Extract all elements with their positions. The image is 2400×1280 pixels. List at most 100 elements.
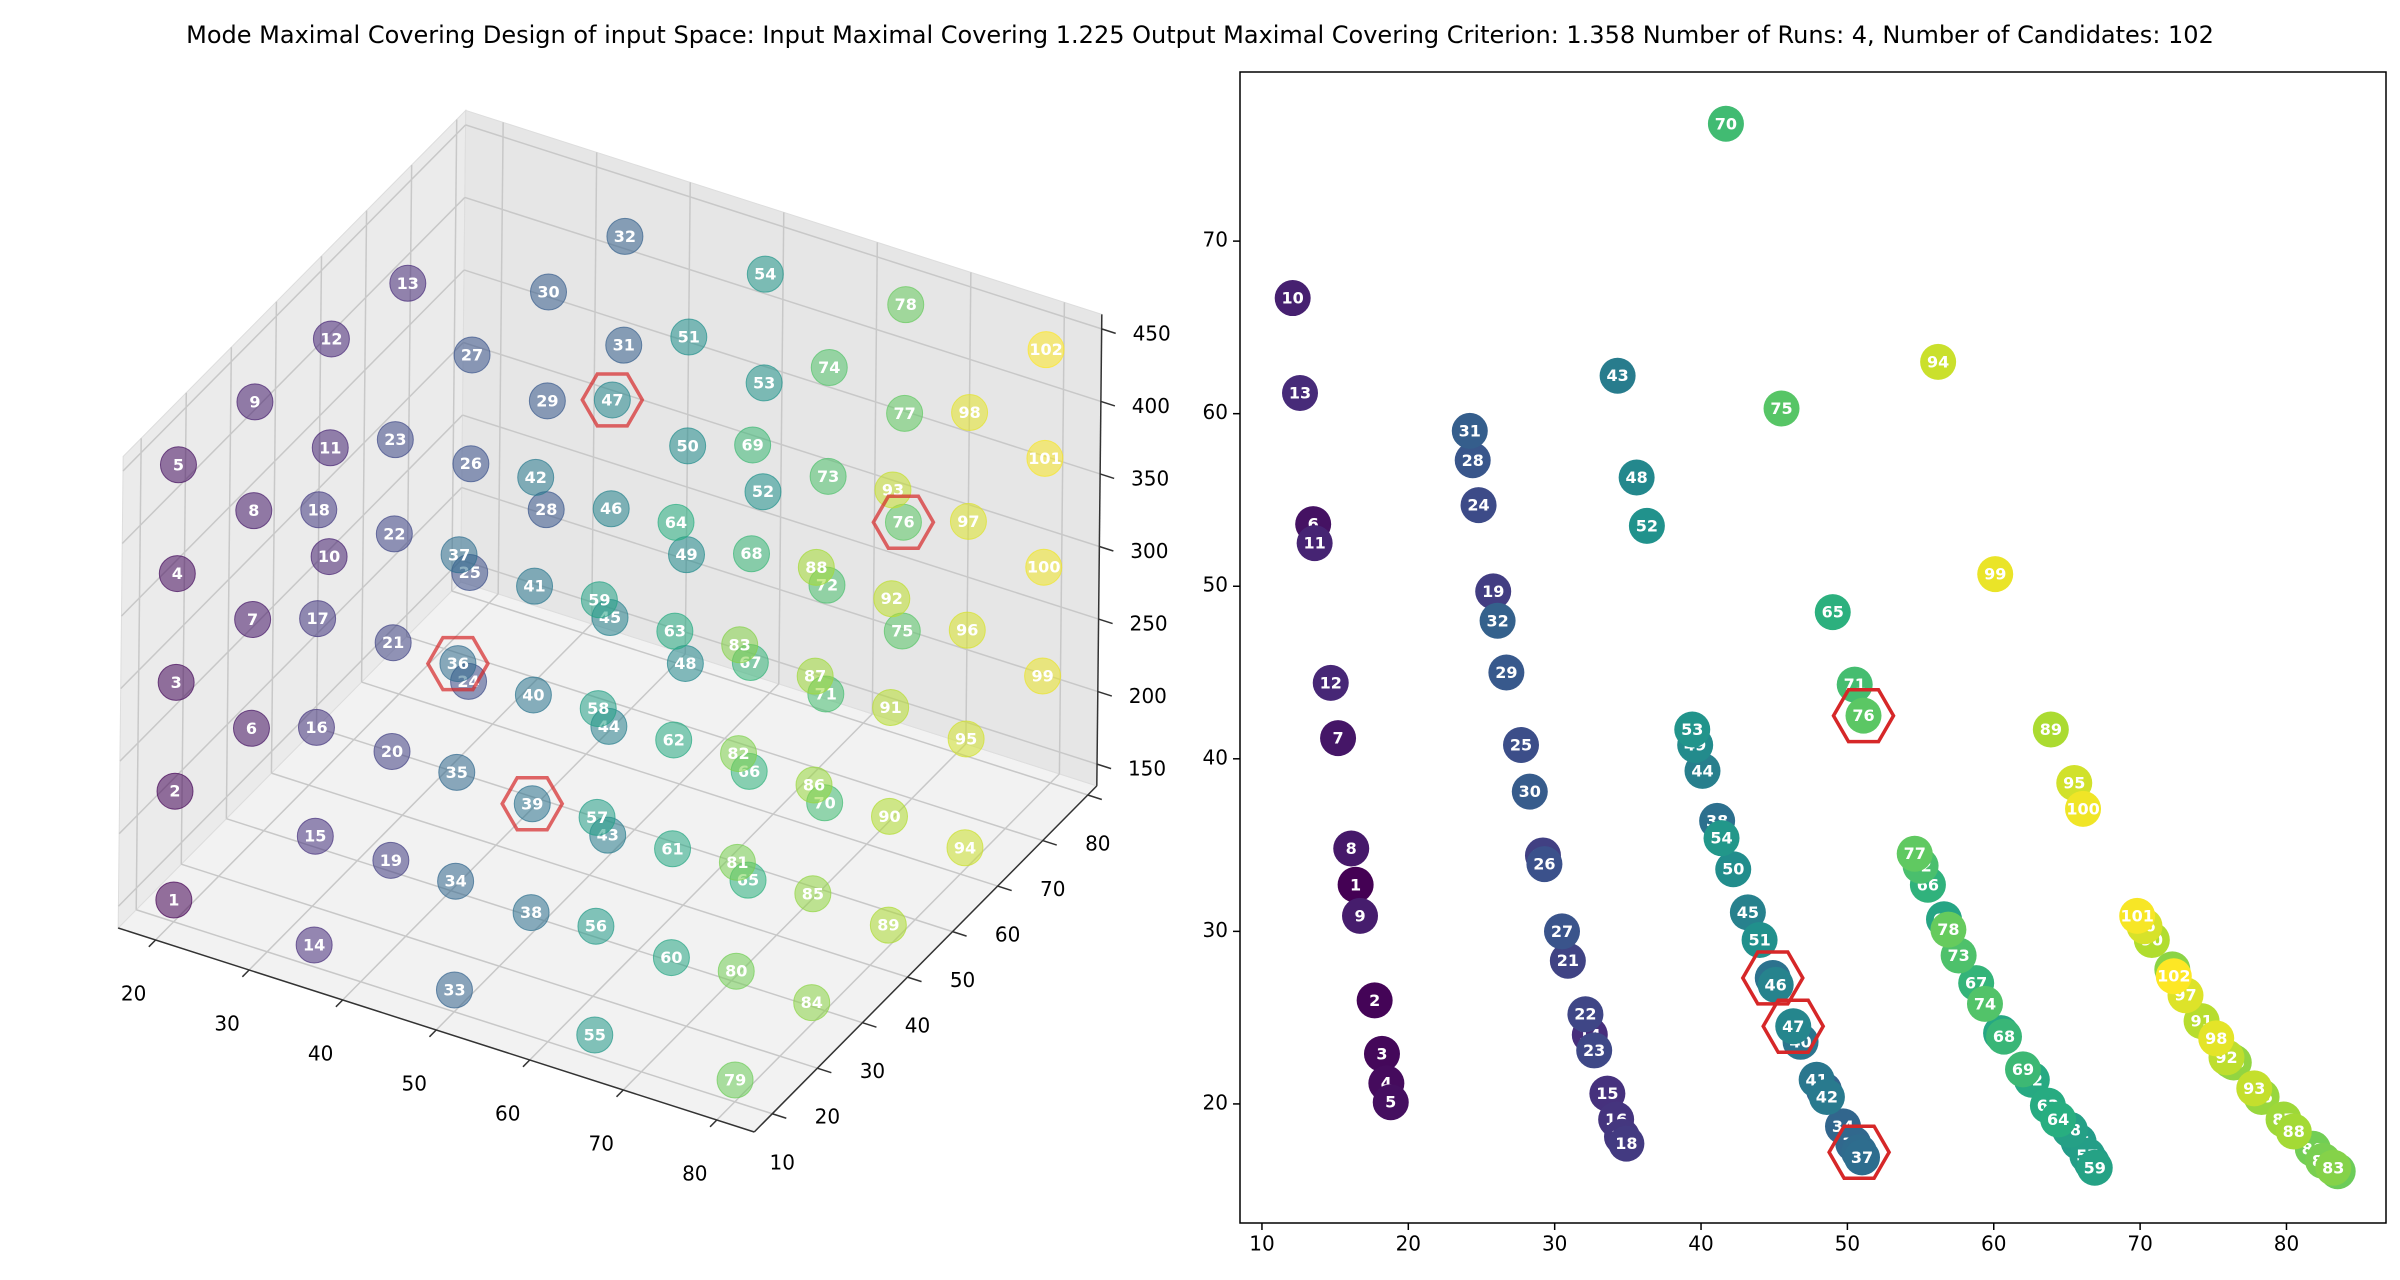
grid-line <box>225 347 233 819</box>
point: 64 <box>2040 1101 2077 1138</box>
point: 102 <box>2155 958 2192 995</box>
marker <box>874 471 912 509</box>
point: 48 <box>666 644 704 682</box>
point: 76 <box>884 503 922 541</box>
point-label: 84 <box>801 993 823 1012</box>
point: 50 <box>1715 851 1752 888</box>
point: 56 <box>577 907 615 945</box>
marker <box>1715 851 1752 888</box>
marker <box>1775 1008 1812 1045</box>
selected-marker <box>1831 687 1896 744</box>
point: 47 <box>593 381 631 419</box>
point: 82 <box>720 735 758 773</box>
marker <box>300 491 338 529</box>
marker <box>1479 602 1516 639</box>
marker <box>592 490 630 528</box>
tick-mark <box>862 1021 877 1028</box>
grid-line <box>155 593 499 941</box>
point-label: 42 <box>525 468 547 487</box>
marker <box>870 797 908 835</box>
point: 24 <box>1460 487 1497 524</box>
point-label: 2 <box>169 782 180 801</box>
point: 23 <box>376 421 414 459</box>
point: 60 <box>652 939 690 977</box>
marker <box>1337 866 1374 903</box>
marker <box>1757 966 1794 1003</box>
x-tick-label: 80 <box>2274 1232 2299 1256</box>
marker <box>873 580 911 618</box>
point-label: 50 <box>677 436 699 455</box>
point: 11 <box>311 429 349 467</box>
point: 69 <box>2005 1051 2042 1088</box>
point-label: 34 <box>444 872 466 891</box>
grid-line <box>460 559 1098 765</box>
point: 11 <box>1296 525 1333 562</box>
point-label: 27 <box>1551 922 1573 941</box>
point: 23 <box>1576 1032 1613 1069</box>
x-tick-label: 30 <box>214 1011 239 1035</box>
point: 74 <box>1966 985 2003 1022</box>
point-label: 25 <box>1510 735 1532 754</box>
point: 4 <box>158 555 196 593</box>
tick-mark <box>952 930 967 937</box>
point: 98 <box>951 394 989 432</box>
grid-line <box>122 124 467 472</box>
point-label: 88 <box>2283 1122 2305 1141</box>
point-label: 64 <box>665 513 687 532</box>
point-label: 15 <box>304 827 326 846</box>
point: 77 <box>886 394 924 432</box>
point-label: 46 <box>1765 975 1787 994</box>
point: 79 <box>716 1061 754 1099</box>
point: 3 <box>1363 1035 1400 1072</box>
point-label: 22 <box>383 524 405 543</box>
point-label: 57 <box>586 808 608 827</box>
point: 20 <box>373 733 411 771</box>
point-label: 101 <box>1028 449 1061 468</box>
marker <box>1460 487 1497 524</box>
point: 77 <box>1896 835 1933 872</box>
point-label: 99 <box>1984 565 2006 584</box>
grid-line <box>406 635 1043 842</box>
point: 2 <box>1356 982 1393 1019</box>
marker <box>654 830 692 868</box>
marker <box>1674 711 1711 748</box>
grid-line <box>451 590 1089 796</box>
grid-line <box>590 152 598 624</box>
point: 2 <box>156 772 194 810</box>
point: 101 <box>2119 897 2156 934</box>
selected-marker <box>1761 998 1826 1055</box>
x-axis-line <box>117 927 755 1133</box>
point-label: 51 <box>1748 930 1770 949</box>
point: 6 <box>232 709 270 747</box>
marker <box>1543 913 1580 950</box>
marker <box>234 600 272 638</box>
point: 1 <box>1337 866 1374 903</box>
point-label: 59 <box>588 590 610 609</box>
point-label: 76 <box>1852 706 1874 725</box>
point-label: 59 <box>2084 1158 2106 1177</box>
z-axis-line <box>1096 314 1103 786</box>
tick-mark <box>1099 473 1115 480</box>
selected-marker <box>871 494 936 550</box>
point-label: 88 <box>805 558 827 577</box>
marker <box>669 427 707 465</box>
marker <box>1608 1125 1645 1162</box>
y-tick-label: 10 <box>770 1150 795 1174</box>
point: 21 <box>1549 942 1586 979</box>
point: 30 <box>530 273 568 311</box>
grid-line <box>121 196 466 545</box>
y-tick-label: 60 <box>1203 400 1228 424</box>
point: 43 <box>1599 357 1636 394</box>
point: 55 <box>576 1016 614 1054</box>
point: 101 <box>1026 439 1064 477</box>
point: 18 <box>1608 1125 1645 1162</box>
point-label: 64 <box>2047 1110 2069 1129</box>
point-label: 44 <box>1691 761 1713 780</box>
marker <box>1503 726 1540 763</box>
point-label: 30 <box>537 283 559 302</box>
grid-line <box>120 341 464 690</box>
grid-line <box>316 726 953 933</box>
point-label: 70 <box>1715 114 1737 133</box>
point: 9 <box>1342 897 1379 934</box>
marker <box>872 689 910 727</box>
